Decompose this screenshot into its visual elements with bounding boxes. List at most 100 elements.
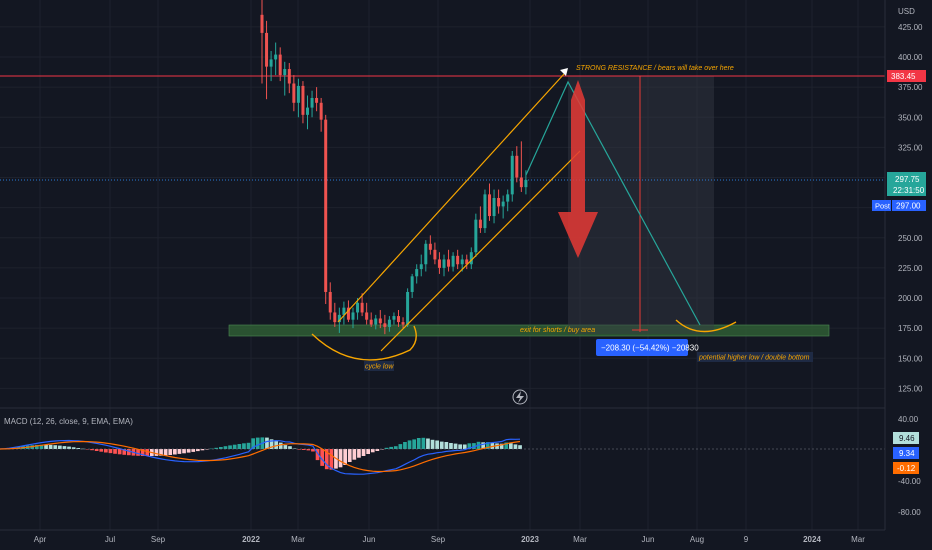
macd-bar (269, 439, 274, 449)
macd-hist-label: 9.46 (899, 434, 915, 443)
candle-body (306, 107, 309, 115)
candle-body (415, 269, 419, 277)
macd-bar (71, 447, 76, 449)
candle (387, 316, 391, 332)
candle (451, 252, 455, 272)
time-tick: Sep (151, 535, 166, 544)
post-price-label: 297.00 (896, 202, 921, 211)
macd-bar (122, 449, 127, 455)
price-tick: 225.00 (898, 264, 923, 273)
candle (328, 282, 332, 320)
resistance-tag-label: 383.45 (891, 72, 916, 81)
candle-body (524, 179, 528, 188)
macd-bar (375, 449, 380, 451)
candle-body (260, 14, 264, 33)
candle (360, 293, 364, 317)
candle-body (419, 264, 423, 270)
price-tick: 175.00 (898, 324, 923, 333)
macd-bar (329, 449, 334, 470)
candle (278, 47, 282, 82)
candle-body (310, 97, 314, 108)
macd-bar (237, 444, 242, 449)
macd-bar (449, 443, 453, 449)
candle-body (365, 312, 369, 320)
macd-bar (357, 449, 361, 458)
candle (442, 254, 446, 277)
macd-bar (518, 445, 522, 449)
candle-body (401, 322, 405, 325)
time-axis[interactable]: Apr Jul Sep 2022 Mar Jun Sep 2023 Mar Jun Aug 9 2024… (34, 535, 865, 544)
candle-body (333, 312, 337, 323)
price-tick: 425.00 (898, 23, 923, 32)
macd-bar (99, 449, 104, 452)
macd-bar (154, 449, 159, 456)
candle (378, 310, 382, 329)
candle-body (488, 194, 491, 217)
grid (0, 0, 885, 530)
candle-body (515, 155, 519, 178)
candle-body (351, 312, 355, 320)
candle-body (296, 85, 300, 103)
candle-body (301, 85, 305, 115)
lightning-icon[interactable] (512, 389, 528, 405)
macd-hist-tag (893, 432, 919, 444)
macd-axis[interactable]: 40.00 -40.00 -80.00 (898, 415, 921, 517)
candle (519, 141, 523, 192)
macd-bar (453, 443, 458, 449)
time-tick: 2024 (803, 535, 821, 544)
time-tick: Sep (431, 535, 446, 544)
lightning-bolt (516, 391, 524, 403)
macd-bar (62, 446, 67, 449)
macd-bar (509, 443, 513, 449)
price-tick: 375.00 (898, 83, 923, 92)
macd-bar (85, 449, 90, 450)
double-bottom-curve (675, 319, 737, 333)
macd-bar (39, 444, 44, 449)
candle (424, 240, 428, 272)
candle (369, 312, 373, 327)
macd-bar (182, 449, 186, 454)
candle-body (437, 259, 441, 268)
macd-bar (168, 449, 173, 455)
macd-bar (81, 448, 85, 450)
macd-bar (58, 445, 62, 449)
macd-bar (67, 446, 71, 449)
time-tick: 2023 (521, 535, 539, 544)
macd-bar (205, 449, 209, 450)
signal-line-label: -0.12 (897, 464, 916, 473)
candle-body (356, 302, 360, 313)
macd-bar (370, 449, 375, 453)
projection-path (525, 80, 701, 326)
macd-bar (288, 446, 292, 449)
macd-bar (145, 449, 150, 456)
candle-body (292, 83, 296, 103)
candle (296, 78, 300, 118)
exit-annotation: exit for shorts / buy area (520, 327, 595, 334)
candle-body (283, 69, 287, 76)
candle-body (319, 102, 323, 120)
macd-bar (430, 439, 435, 449)
macd-title: MACD (12, 26, close, 9, EMA, EMA) (4, 417, 133, 426)
macd-bar (513, 444, 518, 449)
macd-tick: 40.00 (898, 415, 919, 424)
double-bottom-label: potential higher low / double bottom (698, 355, 810, 362)
price-axis[interactable]: 425.00400.00375.00350.00325.00300.00275.… (898, 23, 923, 394)
macd-bar (389, 446, 393, 449)
macd-bar (35, 444, 39, 449)
macd-bar (251, 438, 255, 449)
candle (351, 307, 355, 329)
macd-bar (467, 443, 472, 449)
macd-bar (481, 442, 485, 449)
candle (265, 20, 269, 100)
time-tick: Jun (642, 535, 655, 544)
macd-bar (76, 448, 81, 449)
candle-body (510, 155, 514, 195)
channel-handle (560, 68, 568, 76)
candle (419, 254, 423, 277)
macd-bar (140, 449, 145, 456)
candle (483, 189, 487, 233)
candle-body (456, 255, 460, 265)
candle-body (442, 259, 446, 268)
